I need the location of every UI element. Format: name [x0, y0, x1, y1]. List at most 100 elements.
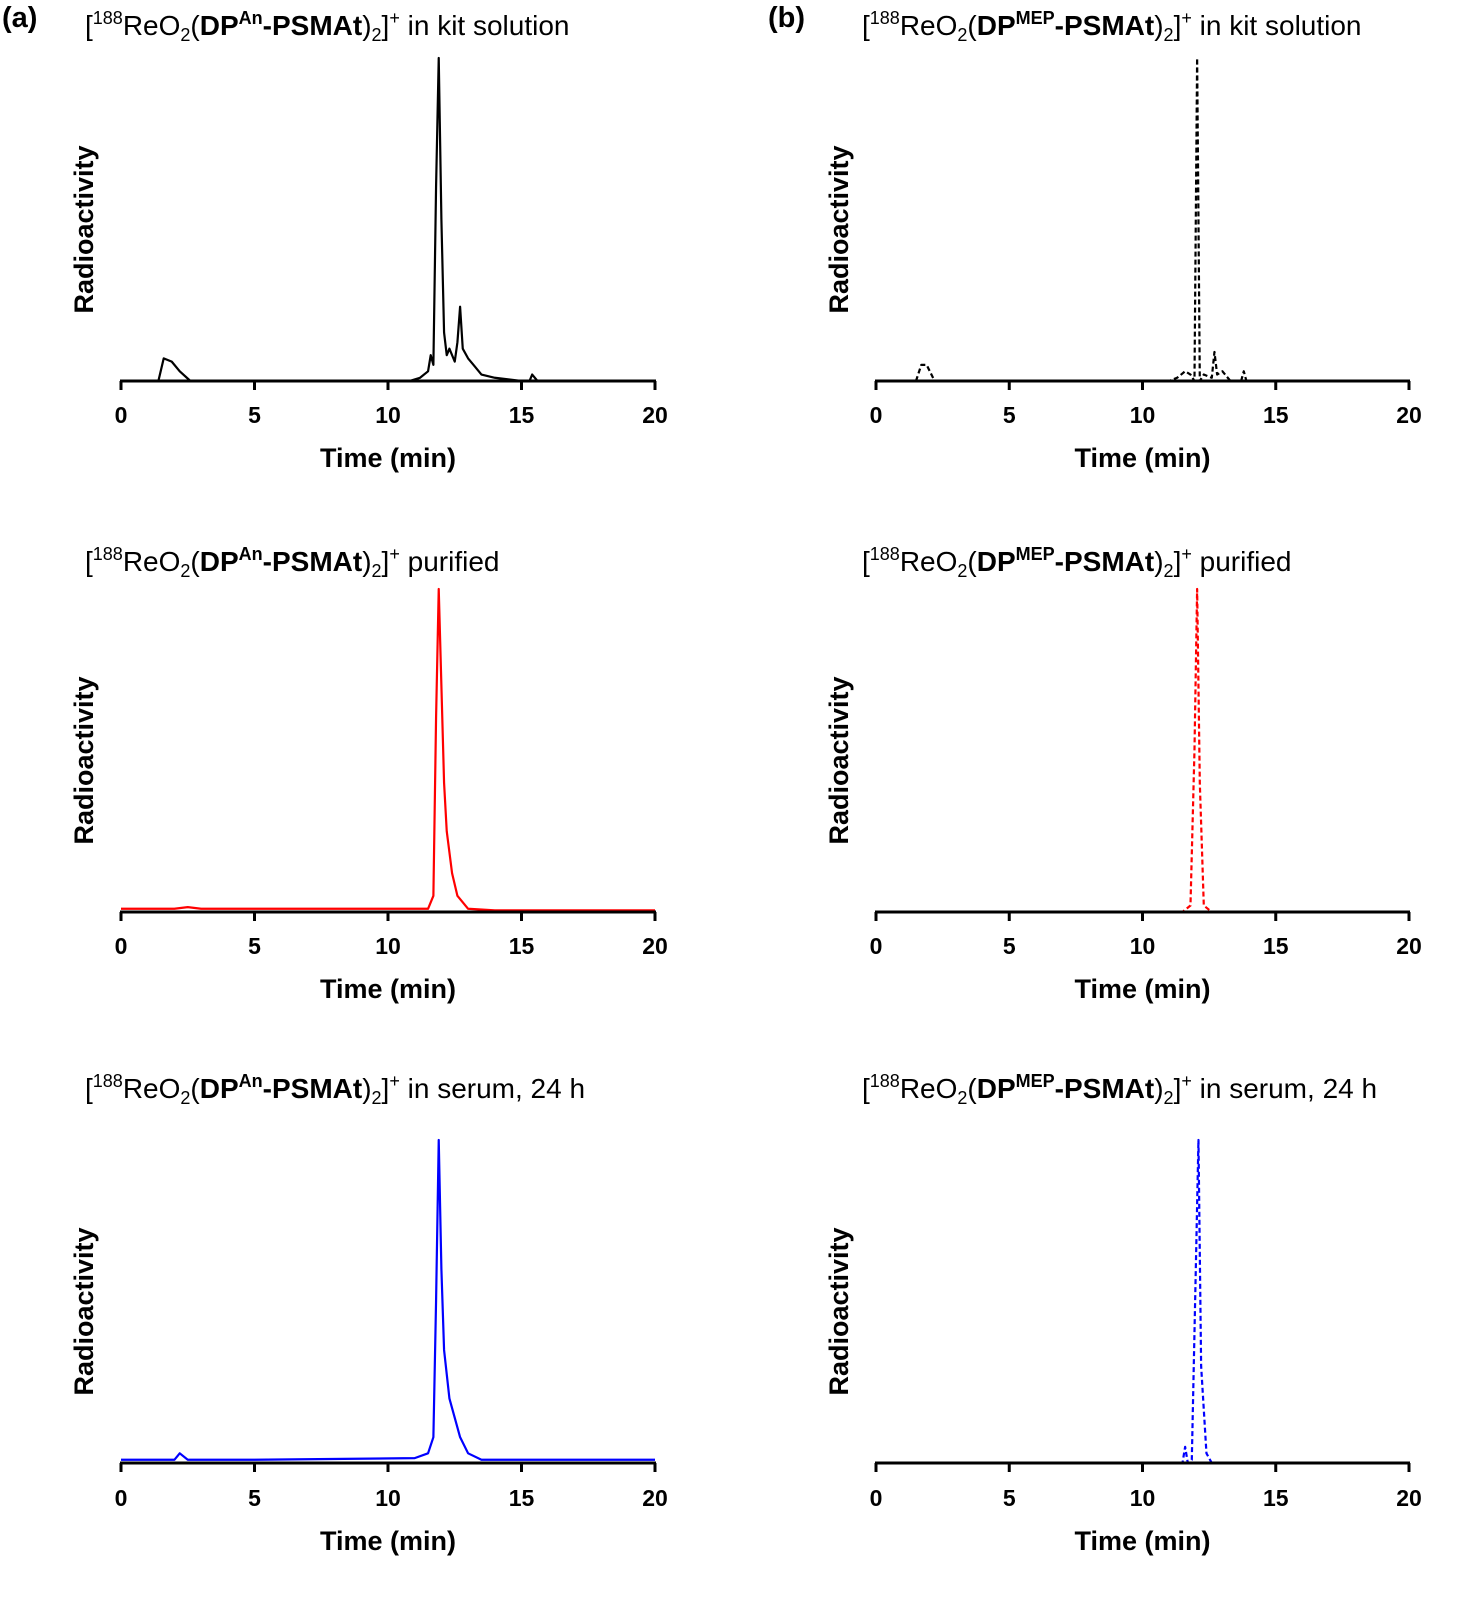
title-run: DP	[976, 1073, 1016, 1104]
title-run: 2	[371, 1088, 382, 1108]
title-run: 2	[180, 1088, 191, 1108]
x-axis-label: Time (min)	[320, 974, 456, 1004]
title-run: 2	[957, 1088, 968, 1108]
title-run: -PSMAt	[1054, 1073, 1155, 1104]
x-tick-label: 20	[1396, 933, 1422, 959]
trace	[121, 587, 655, 912]
x-tick-label: 20	[1396, 402, 1422, 428]
x-tick-label: 5	[1003, 402, 1016, 428]
x-tick-label: 20	[642, 1485, 668, 1511]
title-run: DP	[199, 10, 239, 41]
x-tick-label: 5	[248, 933, 261, 959]
title-run: [	[85, 546, 93, 577]
title-run: (	[967, 10, 977, 41]
title-run: (	[190, 546, 200, 577]
x-tick-label: 15	[1263, 1485, 1289, 1511]
title-run: -PSMAt	[1054, 546, 1155, 577]
title-run: +	[389, 1071, 400, 1091]
x-axis-label: Time (min)	[320, 443, 456, 473]
title-run: ]	[1173, 546, 1182, 577]
title-run: ]	[381, 1073, 390, 1104]
chart-title: [188ReO2(DPAn-PSMAt)2]+ in kit solution	[85, 0, 569, 53]
x-tick-label: 15	[509, 933, 535, 959]
title-run: MEP	[1015, 1071, 1055, 1091]
x-tick-label: 0	[870, 402, 883, 428]
title-run: 2	[371, 561, 382, 581]
title-run: )	[1154, 546, 1164, 577]
x-axis-label: Time (min)	[1074, 1526, 1210, 1556]
x-tick-label: 5	[1003, 1485, 1016, 1511]
title-run: (	[190, 1073, 200, 1104]
x-axis-label: Time (min)	[320, 1526, 456, 1556]
x-tick-label: 20	[642, 402, 668, 428]
title-run: -PSMAt	[1054, 10, 1155, 41]
title-run: ]	[1173, 10, 1182, 41]
title-run: DP	[976, 10, 1016, 41]
x-tick-label: 10	[375, 1485, 401, 1511]
y-axis-label: Radioactivity	[824, 676, 854, 844]
title-run: 188	[869, 1071, 900, 1091]
x-axis-label: Time (min)	[1074, 443, 1210, 473]
title-run: An	[238, 544, 263, 564]
x-tick-label: 15	[509, 1485, 535, 1511]
chart-title: [188ReO2(DPMEP-PSMAt)2]+ purified	[862, 536, 1291, 589]
title-run: )	[362, 1073, 372, 1104]
title-run: 2	[1163, 561, 1174, 581]
title-run: [	[862, 1073, 870, 1104]
x-tick-label: 0	[115, 1485, 128, 1511]
title-run: ReO	[899, 1073, 958, 1104]
trace	[876, 56, 1409, 383]
title-run: (	[967, 546, 977, 577]
y-axis-label: Radioactivity	[69, 1227, 99, 1395]
x-tick-label: 10	[1130, 1485, 1156, 1511]
title-run: DP	[199, 546, 239, 577]
trace	[121, 56, 655, 383]
y-axis-label: Radioactivity	[824, 145, 854, 313]
x-tick-label: 15	[1263, 402, 1289, 428]
x-tick-label: 15	[1263, 933, 1289, 959]
x-tick-label: 20	[1396, 1485, 1422, 1511]
chart-title: [188ReO2(DPAn-PSMAt)2]+ purified	[85, 536, 499, 589]
x-tick-label: 10	[1130, 933, 1156, 959]
title-run: 2	[180, 25, 191, 45]
title-run: in kit solution	[1191, 10, 1362, 41]
title-run: ReO	[899, 10, 958, 41]
title-run: +	[1181, 8, 1192, 28]
panel-label: (a)	[2, 2, 38, 34]
x-axis-label: Time (min)	[1074, 974, 1210, 1004]
y-axis-label: Radioactivity	[824, 1227, 854, 1395]
title-run: MEP	[1015, 544, 1055, 564]
trace	[876, 587, 1409, 914]
title-run: (	[190, 10, 200, 41]
title-run: 188	[92, 1071, 123, 1091]
title-run: DP	[199, 1073, 239, 1104]
title-run: -PSMAt	[262, 546, 363, 577]
title-run: [	[85, 10, 93, 41]
title-run: in serum, 24 h	[399, 1073, 586, 1104]
title-run: 2	[180, 561, 191, 581]
title-run: MEP	[1015, 8, 1055, 28]
title-run: +	[1181, 544, 1192, 564]
x-tick-label: 0	[115, 402, 128, 428]
title-run: 188	[869, 544, 900, 564]
chart-title: [188ReO2(DPAn-PSMAt)2]+ in serum, 24 h	[85, 1063, 585, 1116]
y-axis-label: Radioactivity	[69, 676, 99, 844]
title-run: 188	[92, 544, 123, 564]
trace	[876, 1138, 1409, 1465]
x-tick-label: 0	[870, 1485, 883, 1511]
title-run: 2	[1163, 1088, 1174, 1108]
title-run: in serum, 24 h	[1191, 1073, 1378, 1104]
title-run: +	[389, 8, 400, 28]
trace	[121, 1138, 655, 1461]
title-run: (	[967, 1073, 977, 1104]
title-run: in kit solution	[399, 10, 570, 41]
title-run: )	[362, 10, 372, 41]
title-run: purified	[1191, 546, 1292, 577]
x-tick-label: 15	[509, 402, 535, 428]
x-tick-label: 10	[375, 933, 401, 959]
title-run: [	[862, 10, 870, 41]
title-run: [	[862, 546, 870, 577]
x-tick-label: 0	[115, 933, 128, 959]
title-run: +	[1181, 1071, 1192, 1091]
